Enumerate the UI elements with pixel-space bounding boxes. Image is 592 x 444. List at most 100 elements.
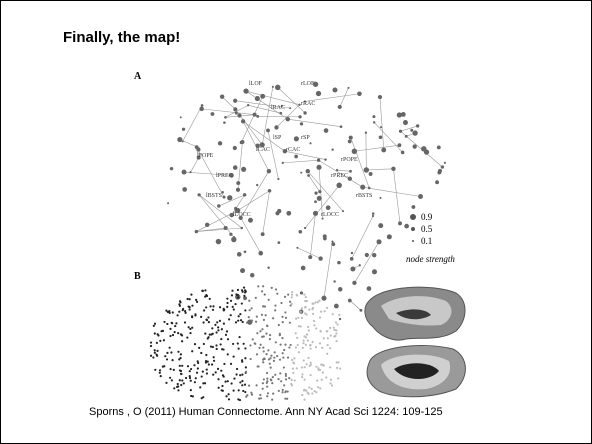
scatter-node [201,289,205,293]
node [324,158,327,161]
scatter-node [263,305,267,308]
scatter-node [188,370,191,373]
scatter-node [305,300,308,303]
scatter-node [226,297,229,300]
scatter-node [237,315,240,318]
node [300,171,303,174]
edge [393,168,401,224]
scatter-node [329,334,332,337]
node [377,94,383,100]
edge [190,157,199,173]
scatter-node [284,311,287,314]
scatter-node [313,324,316,327]
node [266,128,270,133]
edge [366,168,394,171]
node [400,111,406,117]
node [267,188,272,193]
scatter-node [267,349,270,352]
scatter-node [244,366,247,369]
node [440,165,445,169]
scatter-node [261,387,264,390]
scatter-node [149,354,153,357]
node-label: lSP [273,135,282,141]
node [349,169,352,173]
scatter-node [283,348,286,352]
scatter-node [216,321,219,324]
node [293,136,299,142]
scatter-node [204,332,207,335]
node-label: lCAC [256,147,270,153]
scatter-node [266,395,269,398]
scatter-node [173,387,176,390]
scatter-node [265,381,268,384]
node [372,121,376,124]
scatter-node [277,323,280,327]
scatter-node [153,351,156,354]
node [282,148,288,154]
legend-dot [412,240,414,242]
scatter-node [199,386,202,389]
scatter-node [336,323,339,326]
node [303,100,306,103]
scatter-node [256,332,259,335]
scatter-node [261,382,264,385]
scatter-node [326,343,329,347]
scatter-node [164,355,167,358]
scatter-node [332,326,335,329]
node [378,223,384,229]
node-label: rSP [301,135,310,141]
scatter-node [220,328,223,331]
scatter-node [286,390,289,393]
scatter-node [169,334,172,338]
scatter-node [291,290,294,294]
scatter-node [217,386,220,389]
node [332,87,338,93]
node [204,222,210,228]
scatter-node [180,372,183,376]
scatter-node [319,387,322,390]
node [364,252,369,258]
scatter-node [318,368,322,372]
panel-label: B [134,271,141,282]
node [372,253,377,258]
scatter-node [306,391,309,394]
scatter-node [307,325,310,329]
node [232,165,238,170]
node [169,166,174,171]
scatter-node [232,342,235,346]
scatter-node [287,293,290,296]
scatter-node [311,308,314,311]
scatter-node [239,319,243,322]
node [398,129,403,133]
node [235,187,241,192]
node [397,143,402,148]
scatter-node [170,379,173,382]
scatter-node [153,322,157,325]
scatter-node [221,384,224,388]
scatter-node [186,336,189,339]
scatter-node [153,349,156,352]
node [189,171,192,174]
scatter-node [281,321,284,324]
scatter-node [276,292,279,295]
scatter-node [247,316,250,319]
scatter-node [184,311,187,314]
scatter-node [266,385,269,388]
scatter-node [259,343,262,346]
edge [196,227,242,232]
scatter-node [281,388,284,391]
scatter-node [158,371,161,374]
scatter-node [186,365,190,368]
edge [354,241,380,284]
edge [362,186,421,197]
node [223,121,226,124]
node [200,104,204,107]
node [303,111,307,115]
scatter-node [212,373,215,376]
scatter-node [323,310,326,313]
node [181,140,184,143]
node-label: lPOPE [197,153,214,159]
scatter-node [217,329,220,332]
scatter-node [254,320,258,323]
node [281,161,284,165]
